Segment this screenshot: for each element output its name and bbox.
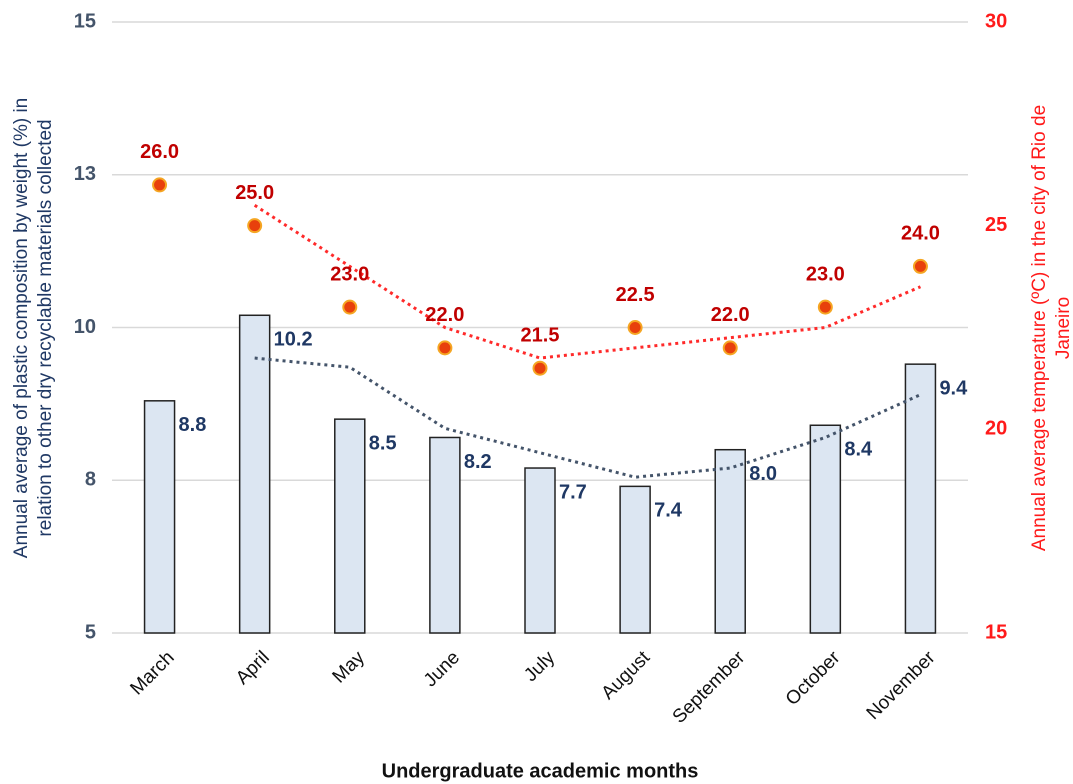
x-tick-label: August [598, 647, 655, 704]
temperature-point [247, 218, 263, 234]
x-tick-label: May [329, 647, 370, 688]
temperature-value-label: 24.0 [901, 223, 940, 245]
bar-value-label: 7.7 [559, 481, 587, 503]
bar [143, 400, 176, 634]
x-tick-label: November [863, 647, 940, 724]
x-tick-label: September [669, 647, 750, 728]
bar [904, 363, 937, 634]
y2-tick-label: 25 [985, 214, 1007, 236]
temperature-value-label: 23.0 [806, 263, 845, 285]
y-tick-label: 5 [85, 621, 96, 643]
y2-axis-title: Annual average temperature (ºC) in the c… [1029, 105, 1050, 551]
y-tick-label: 13 [74, 163, 96, 185]
bar [238, 314, 271, 634]
y-axis-title: Annual average of plastic composition by… [11, 98, 32, 558]
y-tick-label: 15 [74, 10, 96, 32]
temperature-point [722, 340, 738, 356]
temperature-value-label: 23.0 [330, 263, 369, 285]
y2-axis-title: Janeiro [1053, 297, 1073, 359]
temperature-point [627, 320, 643, 335]
bar-value-label: 8.2 [464, 451, 492, 473]
temperature-value-label: 22.5 [616, 284, 655, 306]
bar [524, 467, 556, 634]
bar-value-label: 9.4 [939, 377, 968, 399]
temperature-value-label: 26.0 [140, 141, 179, 163]
bar [809, 424, 842, 634]
bar-value-label: 7.4 [654, 500, 683, 522]
bar-value-label: 8.5 [369, 432, 397, 454]
temperature-value-label: 21.5 [521, 325, 560, 347]
temperature-point [817, 299, 833, 315]
y-tick-label: 8 [85, 469, 96, 491]
temperature-point [912, 258, 928, 274]
y2-tick-label: 20 [985, 418, 1007, 440]
x-tick-label: April [232, 647, 274, 689]
x-tick-label: October [782, 647, 845, 710]
bar [619, 485, 651, 634]
bar [334, 418, 366, 634]
temperature-point [532, 360, 548, 376]
x-tick-label: March [126, 647, 178, 699]
bar [429, 436, 461, 634]
bar-value-label: 10.2 [274, 329, 313, 351]
bar-value-label: 8.4 [844, 439, 873, 461]
trend-line [253, 204, 922, 360]
bar-value-label: 8.0 [749, 463, 777, 485]
y2-tick-label: 15 [985, 621, 1007, 643]
bar-value-label: 8.8 [179, 414, 207, 436]
y-tick-label: 10 [74, 316, 96, 338]
x-tick-label: July [520, 647, 559, 686]
temperature-value-label: 22.0 [425, 304, 464, 326]
temperature-point [152, 177, 168, 193]
temperature-value-label: 25.0 [235, 182, 274, 204]
temperature-point [342, 299, 358, 315]
trend-line [254, 356, 922, 479]
bar [714, 448, 746, 634]
temperature-value-label: 22.0 [711, 304, 750, 326]
x-axis-title: Undergraduate academic months [382, 760, 699, 782]
temperature-point [437, 340, 453, 356]
y-axis-title: relation to other dry recyclable materia… [35, 119, 56, 536]
y2-tick-label: 30 [985, 10, 1007, 32]
x-tick-label: June [420, 647, 464, 691]
